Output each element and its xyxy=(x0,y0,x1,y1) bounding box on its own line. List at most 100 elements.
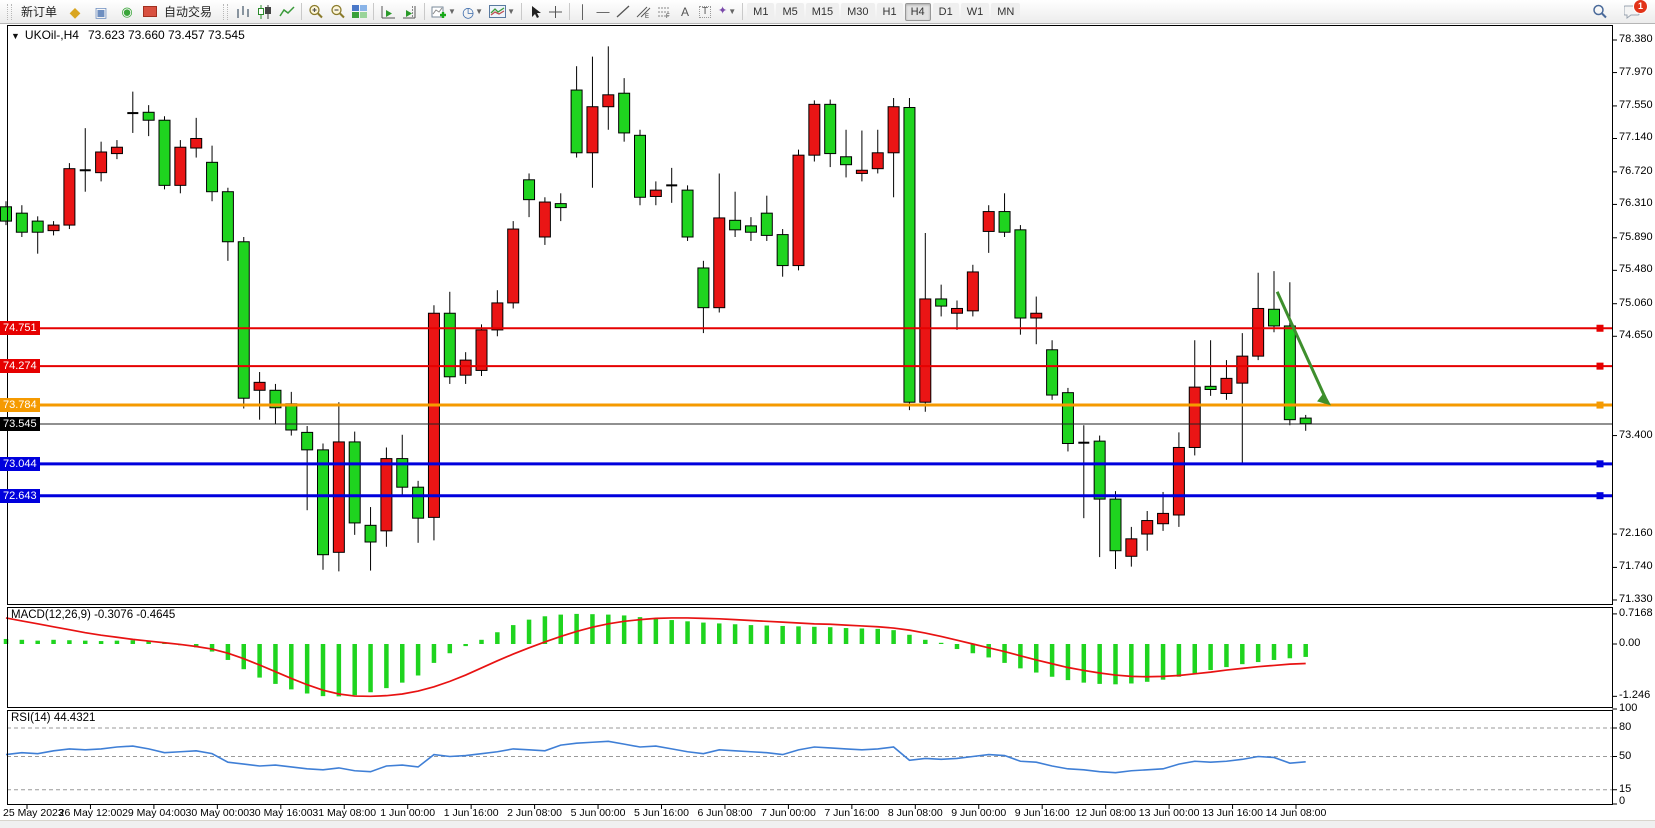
rsi-axis-label: 80 xyxy=(1619,721,1632,733)
price-axis-label: 76.720 xyxy=(1619,164,1653,177)
bar-chart-button[interactable] xyxy=(232,2,254,22)
price-axis-label: 72.160 xyxy=(1619,527,1653,540)
timeframe-button-m1[interactable]: M1 xyxy=(747,3,775,21)
line-handle[interactable] xyxy=(1596,401,1604,409)
fibonacci-button[interactable]: F xyxy=(654,2,675,22)
notifications-button[interactable]: 1 xyxy=(1621,0,1648,22)
svg-text:F: F xyxy=(666,14,670,18)
time-axis-label: 2 Jun 08:00 xyxy=(507,807,563,819)
periods-button[interactable]: ◷ ▼ xyxy=(459,2,486,22)
price-axis-label: 75.480 xyxy=(1619,263,1653,276)
signal-icon[interactable]: ◉ xyxy=(121,4,133,19)
clock-icon: ◷ xyxy=(461,3,475,20)
new-order-button[interactable]: 新订单 xyxy=(16,2,62,22)
templates-button[interactable]: ▼ xyxy=(486,2,518,22)
rsi-axis-label: 15 xyxy=(1619,782,1632,795)
trendline-icon xyxy=(616,5,630,18)
arrow-annotation[interactable] xyxy=(1275,291,1332,406)
time-axis-label: 7 Jun 16:00 xyxy=(824,807,880,819)
time-axis-label: 29 May 04:00 xyxy=(122,807,186,819)
horizontal-line-button[interactable]: — xyxy=(593,2,613,22)
timeframe-group: M1 M5 M15 M30 H1 H4 D1 W1 MN xyxy=(746,2,1021,21)
zoom-out-button[interactable] xyxy=(327,2,349,22)
crosshair-button[interactable] xyxy=(545,2,566,22)
line-handle[interactable] xyxy=(1596,492,1604,500)
chart-title: ▼ UKOil-,H4 73.623 73.660 73.457 73.545 xyxy=(11,28,245,42)
chevron-down-icon: ▼ xyxy=(448,6,456,16)
timeframe-button-w1[interactable]: W1 xyxy=(960,3,990,21)
candlestick-chart-button[interactable] xyxy=(254,2,276,22)
vertical-line-button[interactable]: │ xyxy=(573,2,593,22)
chevron-down-icon: ▼ xyxy=(728,6,737,16)
price-axis-label: 77.550 xyxy=(1619,98,1653,111)
auto-scroll-button[interactable] xyxy=(377,2,399,22)
zoom-out-icon xyxy=(331,4,345,19)
time-axis-label: 9 Jun 16:00 xyxy=(1014,807,1070,819)
macd-axis-label: 0.00 xyxy=(1619,637,1641,649)
time-axis-label: 13 Jun 16:00 xyxy=(1202,807,1263,819)
tile-windows-icon xyxy=(352,5,368,18)
zoom-in-icon xyxy=(309,4,323,19)
market-depth-icon[interactable]: ◆ xyxy=(69,3,81,20)
chart-shift-button[interactable] xyxy=(399,2,421,22)
zoom-in-button[interactable] xyxy=(305,2,327,22)
time-axis-label: 5 Jun 16:00 xyxy=(634,807,689,819)
chevron-down-icon: ▼ xyxy=(507,6,516,16)
time-axis-label: 9 Jun 00:00 xyxy=(951,807,1007,819)
price-axis-label: 75.890 xyxy=(1619,230,1653,243)
price-axis-label: 73.400 xyxy=(1619,428,1653,441)
rsi-axis-label: 100 xyxy=(1619,702,1638,714)
price-axis-label: 75.060 xyxy=(1619,296,1653,309)
text-label-icon: T xyxy=(698,5,712,18)
line-handle[interactable] xyxy=(1596,362,1604,370)
timeframe-button-d1[interactable]: D1 xyxy=(932,3,959,21)
macd-indicator-label: MACD(12,26,9) -0.3076 -0.4645 xyxy=(11,609,176,621)
time-axis-label: 5 Jun 00:00 xyxy=(570,807,626,819)
arrows-button[interactable]: ✦ ▼ xyxy=(715,2,739,22)
indicators-button[interactable]: ▼ xyxy=(428,2,459,22)
auto-trading-icon xyxy=(143,6,158,17)
price-axis-label: 76.310 xyxy=(1619,197,1653,210)
price-axis-label: 74.650 xyxy=(1619,329,1653,342)
line-handle[interactable] xyxy=(1596,460,1604,468)
line-handle[interactable] xyxy=(1596,324,1604,332)
tile-windows-button[interactable] xyxy=(349,2,370,22)
time-axis-label: 1 Jun 00:00 xyxy=(380,807,436,819)
timeframe-button-h1[interactable]: H1 xyxy=(876,3,903,21)
text-button[interactable]: A xyxy=(675,2,695,22)
price-line-label: 72.643 xyxy=(0,488,40,503)
price-chart-svg[interactable] xyxy=(0,24,1655,828)
trendline-button[interactable] xyxy=(613,2,633,22)
rsi-axis-label: 0 xyxy=(1619,795,1626,807)
collapse-triangle-icon[interactable]: ▼ xyxy=(11,31,20,41)
toolbar-grip[interactable] xyxy=(223,3,229,20)
price-axis-label: 77.970 xyxy=(1619,65,1653,78)
search-button[interactable] xyxy=(1589,2,1611,22)
timeframe-button-m5[interactable]: M5 xyxy=(776,3,804,21)
templates-icon xyxy=(489,5,507,18)
time-axis-label: 25 May 2023 xyxy=(3,807,64,819)
auto-trading-button[interactable]: 自动交易 xyxy=(140,2,219,22)
price-axis-label: 71.330 xyxy=(1619,592,1653,605)
label-button[interactable]: T xyxy=(695,2,715,22)
crosshair-icon xyxy=(549,5,563,18)
line-chart-button[interactable] xyxy=(276,2,298,22)
time-axis-label: 31 May 08:00 xyxy=(312,807,377,819)
timeframe-button-m15[interactable]: M15 xyxy=(805,3,840,21)
cursor-button[interactable] xyxy=(525,2,545,22)
timeframe-button-mn[interactable]: MN xyxy=(991,3,1021,21)
macd-axis-label: -1.246 xyxy=(1619,689,1651,702)
timeframe-button-m30[interactable]: M30 xyxy=(841,3,875,21)
timeframe-button-h4[interactable]: H4 xyxy=(904,3,931,21)
toolbar-grip[interactable] xyxy=(7,3,12,20)
chart-window[interactable]: ▼ UKOil-,H4 73.623 73.660 73.457 73.545 MA… xyxy=(0,24,1655,828)
horizontal-lines-group[interactable] xyxy=(7,324,1612,500)
channel-button[interactable]: E xyxy=(633,2,654,22)
rsi-group xyxy=(5,727,1612,791)
terminal-icon[interactable]: ▣ xyxy=(94,3,108,20)
rsi-indicator-label: RSI(14) 44.4321 xyxy=(11,712,96,724)
time-axis-label: 26 May 12:00 xyxy=(58,807,123,819)
rsi-axis-label: 50 xyxy=(1619,749,1632,762)
price-axis-label: 78.380 xyxy=(1619,33,1653,45)
